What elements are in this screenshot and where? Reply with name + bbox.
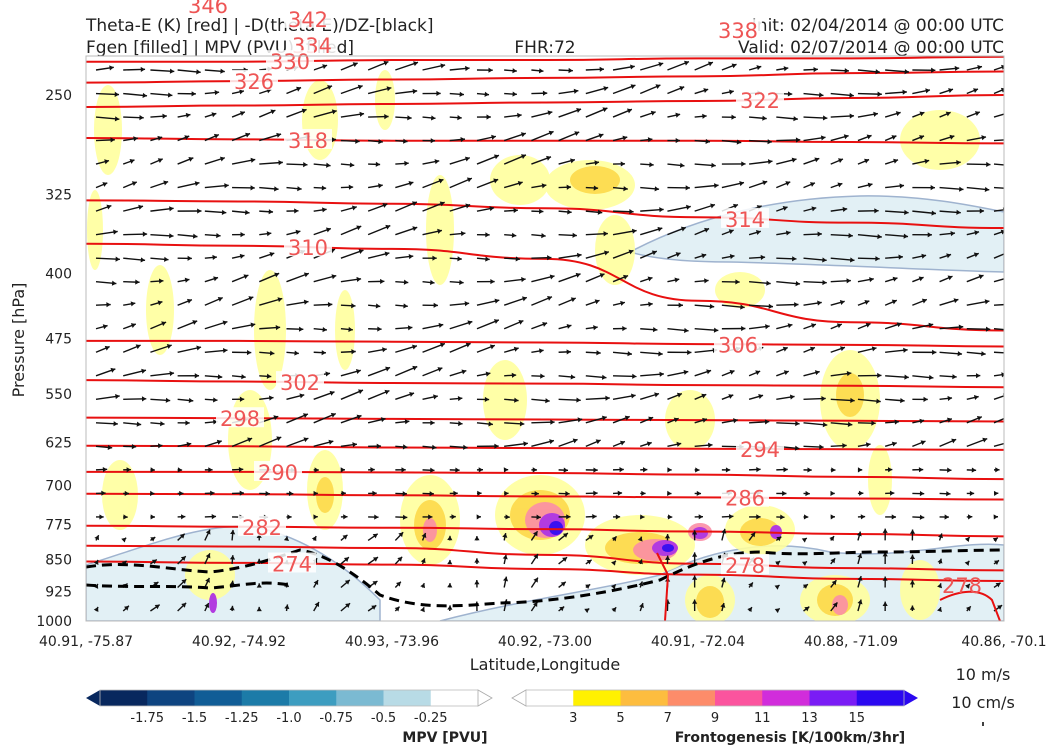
- mpv-colorbar-tick: -1.0: [276, 711, 301, 726]
- y-axis-ticks: 250 325 400 475 550 625 700 775 850 925 1000: [36, 88, 72, 630]
- contour-label-322: 322: [740, 89, 780, 113]
- contour-label-338: 338: [718, 19, 758, 43]
- theta-e-contour-286: [86, 492, 1004, 501]
- x-tick-label: 40.91, -75.87: [39, 634, 133, 650]
- theta-e-contour-314: [86, 199, 1004, 230]
- contour-label-278-surface: 278: [942, 574, 982, 598]
- frontogenesis-colorbar-tick: 13: [801, 711, 818, 726]
- y-tick-label: 625: [45, 436, 72, 452]
- contour-label-306: 306: [718, 333, 758, 357]
- contour-label-294: 294: [740, 438, 780, 462]
- frontogenesis-colorbar-label: Frontogenesis [K/100km/3hr]: [675, 730, 905, 746]
- y-axis-label: Pressure [hPa]: [9, 283, 28, 398]
- theta-e-contours: [86, 56, 1004, 583]
- theta-e-contour-290: [86, 470, 1004, 481]
- frontogenesis-colorbar-tick: 5: [616, 711, 624, 726]
- y-tick-label: 1000: [36, 614, 72, 630]
- init-time: Init: 02/04/2014 @ 00:00 UTC: [752, 16, 1004, 36]
- contour-label-310: 310: [288, 236, 328, 260]
- mpv-colorbar-tick: -0.75: [319, 711, 353, 726]
- stability-contour-dashed-2: [86, 581, 291, 590]
- mpv-colorbar: -1.75 -1.5 -1.25 -1.0 -0.75 -0.5 -0.25: [86, 689, 493, 726]
- y-tick-label: 250: [45, 88, 72, 104]
- theta-e-contour-274: [86, 560, 1004, 583]
- theta-e-surface-segment-2: [939, 590, 1001, 621]
- contour-label-290: 290: [258, 461, 298, 485]
- x-tick-label: 40.92, -74.92: [192, 634, 286, 650]
- frontogenesis-colorbar-tick: 15: [848, 711, 865, 726]
- mpv-colorbar-tick: -0.25: [414, 711, 448, 726]
- contour-label-282: 282: [242, 516, 282, 540]
- contour-label-302: 302: [280, 371, 320, 395]
- x-tick-label: 40.88, -71.09: [804, 634, 898, 650]
- contour-label-342: 342: [288, 8, 328, 32]
- plot-frame: [85, 55, 1005, 622]
- theta-e-contour-278: [86, 544, 1004, 572]
- title-line-1: Theta-E (K) [red] | -D(theta-E)/DZ-[blac…: [85, 16, 434, 36]
- theta-e-contour-302: [86, 379, 1004, 389]
- y-tick-label: 925: [45, 584, 72, 600]
- y-tick-label: 550: [45, 387, 72, 403]
- x-tick-label: 40.93, -73.96: [345, 634, 439, 650]
- theta-e-contour-322: [86, 94, 1004, 108]
- plot-content: 278: [86, 56, 1004, 621]
- x-tick-label: 40.92, -73.00: [498, 634, 592, 650]
- mpv-colorbar-tick: -1.5: [182, 711, 207, 726]
- y-tick-label: 325: [45, 188, 72, 204]
- vector-key-horizontal: 10 m/s: [956, 665, 1011, 684]
- vector-key-vertical: 10 cm/s: [951, 693, 1015, 712]
- contour-label-314: 314: [725, 208, 765, 232]
- mpv-colorbar-tick: -1.75: [130, 711, 164, 726]
- y-tick-label: 775: [45, 517, 72, 533]
- x-tick-label: 40.91, -72.04: [651, 634, 745, 650]
- frontogenesis-colorbar-tick: 11: [754, 711, 771, 726]
- x-tick-label: 40.86, -70.1: [961, 634, 1046, 650]
- mpv-colorbar-label: MPV [PVU]: [402, 730, 487, 746]
- theta-e-surface-segment-1: [656, 552, 670, 621]
- forecast-hour: FHR:72: [514, 38, 575, 58]
- y-tick-label: 850: [45, 552, 72, 568]
- theta-e-contour-306: [86, 339, 1004, 348]
- y-tick-label: 700: [45, 479, 72, 495]
- contour-label-286: 286: [725, 487, 765, 511]
- contour-label-274: 274: [272, 553, 312, 577]
- mpv-colorbar-tick: -1.25: [225, 711, 259, 726]
- contour-label-326: 326: [234, 70, 274, 94]
- frontogenesis-colorbar: 3 5 7 9 11 13 15: [511, 689, 918, 726]
- contour-label-298: 298: [220, 407, 260, 431]
- frontogenesis-colorbar-tick: 3: [569, 711, 577, 726]
- contour-label-318: 318: [288, 129, 328, 153]
- theta-e-contour-310: [86, 242, 1004, 332]
- wind-vectors: [93, 60, 1004, 614]
- theta-e-contour-330: [86, 56, 1004, 63]
- frontogenesis-colorbar-tick: 9: [711, 711, 719, 726]
- theta-e-contour-318: [86, 137, 1004, 145]
- contour-label-278: 278: [725, 554, 765, 578]
- stability-contour-dashed: [86, 548, 1004, 608]
- x-axis-label: Latitude,Longitude: [470, 655, 621, 674]
- theta-e-contour-294: [86, 444, 1004, 451]
- x-axis-ticks: 40.91, -75.87 40.92, -74.92 40.93, -73.96 4…: [39, 634, 1047, 650]
- frontogenesis-colorbar-tick: 7: [664, 711, 672, 726]
- y-tick-label: 475: [45, 332, 72, 348]
- valid-time: Valid: 02/07/2014 @ 00:00 UTC: [738, 38, 1004, 58]
- y-tick-label: 400: [45, 266, 72, 282]
- mpv-colorbar-tick: -0.5: [371, 711, 396, 726]
- contour-label-346: 346: [188, 0, 228, 18]
